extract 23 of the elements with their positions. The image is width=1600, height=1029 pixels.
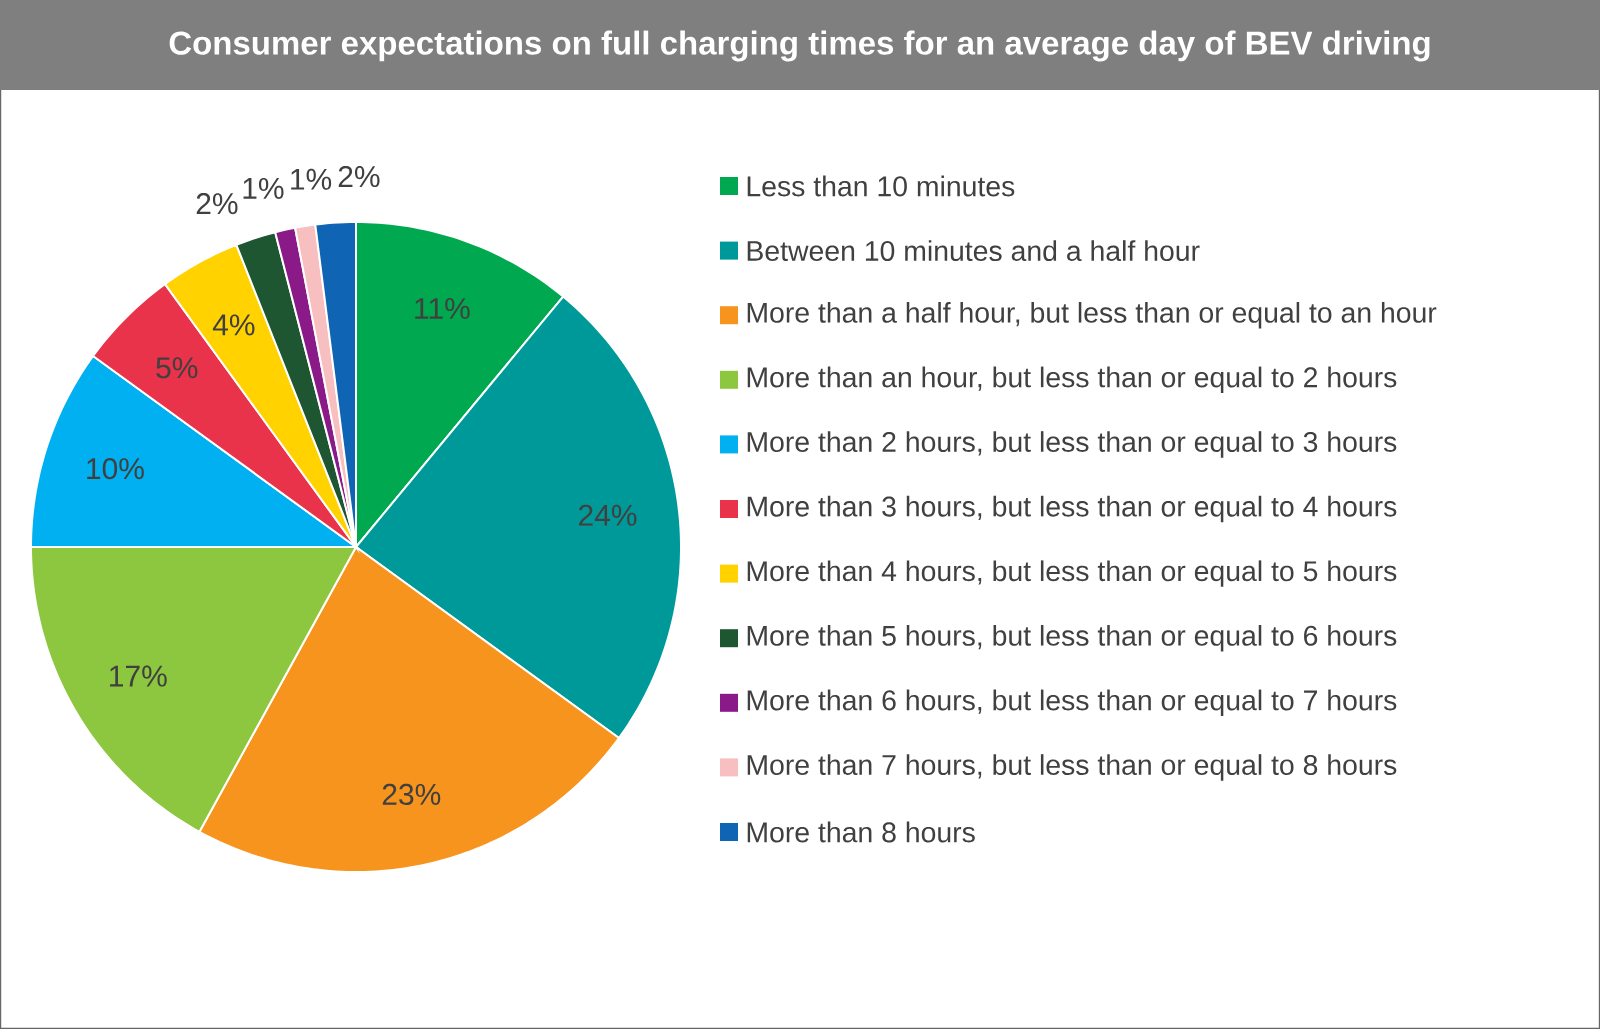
legend-label: More than a half hour, but less than or equal to an hour [747, 301, 1437, 329]
legend-label: More than 5 hours, but less than or equal to 6 hours [747, 624, 1397, 652]
data-label: 23% [382, 783, 441, 806]
legend-label: More than 3 hours, but less than or equal to 4 hours [747, 495, 1397, 523]
chart-title: Consumer expectations on full charging times for an average day of BEV driving [169, 30, 1430, 62]
data-label: 1% [243, 177, 284, 199]
legend-label: More than 2 hours, but less than or equal to 3 hours [747, 431, 1397, 458]
legend-label: More than an hour, but less than or equal to 2 hours [747, 366, 1397, 394]
legend-label: More than 7 hours, but less than or equal to 8 hours [747, 754, 1397, 781]
data-label: 17% [110, 665, 167, 687]
legend-label: More than 8 hours [747, 821, 975, 843]
data-label: 11% [415, 298, 470, 319]
data-label: 4% [212, 314, 255, 336]
data-label: 5% [156, 357, 198, 379]
data-label: 10% [87, 458, 144, 480]
legend-label: Less than 10 minutes [747, 175, 1015, 197]
data-label: 1% [291, 168, 332, 190]
data-label: 2% [338, 165, 380, 188]
legend-label: More than 4 hours, but less than or equal to 5 hours [747, 560, 1397, 587]
data-label: 2% [196, 193, 238, 215]
data-label: 24% [578, 504, 637, 526]
legend-label: Between 10 minutes and a half hour [747, 240, 1200, 262]
legend-label: More than 6 hours, but less than or equal to 7 hours [747, 689, 1397, 717]
